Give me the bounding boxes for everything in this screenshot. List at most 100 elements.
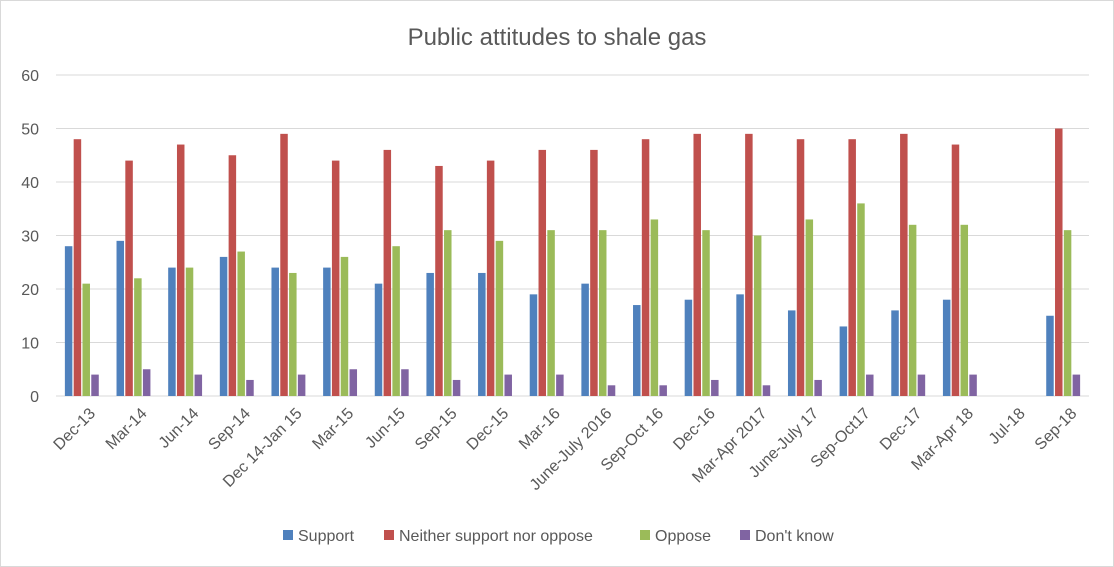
bar-support <box>891 310 899 396</box>
bar-neither-support-nor-oppose <box>280 133 288 396</box>
bar-neither-support-nor-oppose <box>176 144 185 396</box>
y-tick-label: 10 <box>21 336 39 353</box>
x-tick-label: Sep-14 <box>205 405 254 454</box>
bar-neither-support-nor-oppose <box>951 144 960 396</box>
bar-neither-support-nor-oppose <box>228 155 237 396</box>
bar-don-t-know <box>866 374 874 396</box>
bar-don-t-know <box>556 374 564 396</box>
legend-swatch <box>384 530 394 540</box>
x-tick-label: Dec-17 <box>877 405 926 454</box>
bar-neither-support-nor-oppose <box>331 160 340 396</box>
bar-support <box>581 283 589 396</box>
bar-oppose <box>598 230 607 396</box>
bar-don-t-know <box>401 369 409 396</box>
bar-support <box>736 294 744 396</box>
legend-swatch <box>740 530 750 540</box>
bar-don-t-know <box>349 369 358 396</box>
bar-don-t-know <box>246 379 254 396</box>
bar-don-t-know <box>297 374 306 396</box>
y-tick-label: 50 <box>21 122 39 139</box>
legend: Support Neither support nor oppose Oppose D… <box>283 528 834 545</box>
bar-oppose <box>753 235 762 396</box>
bar-support <box>478 272 486 396</box>
bar-support <box>529 294 538 396</box>
bar-oppose <box>185 267 194 396</box>
y-tick-label: 60 <box>21 68 39 85</box>
x-tick-label: Jun-15 <box>362 405 409 452</box>
legend-swatch <box>640 530 650 540</box>
legend-label: Don't know <box>755 528 834 545</box>
bar-oppose <box>444 230 452 396</box>
bar-oppose <box>392 246 400 396</box>
bar-oppose <box>340 256 349 396</box>
bar-neither-support-nor-oppose <box>900 133 908 396</box>
x-tick-label: Dec-15 <box>464 405 513 454</box>
bar-don-t-know <box>814 379 822 396</box>
x-tick-label: Dec-13 <box>51 405 100 454</box>
bar-neither-support-nor-oppose <box>538 149 547 396</box>
bar-support <box>839 326 848 396</box>
bar-neither-support-nor-oppose <box>383 149 392 396</box>
bar-support <box>219 256 228 396</box>
bar-neither-support-nor-oppose <box>435 165 443 396</box>
bar-oppose <box>805 219 814 396</box>
legend-label: Neither support nor oppose <box>399 528 593 545</box>
bar-support <box>271 267 279 396</box>
bar-oppose <box>1063 230 1072 396</box>
bar-support <box>116 240 125 396</box>
bar-don-t-know <box>969 374 977 396</box>
x-tick-label: Sep-18 <box>1032 405 1081 454</box>
bar-don-t-know <box>917 374 926 396</box>
x-tick-label: Mar-16 <box>516 405 564 453</box>
y-tick-label: 0 <box>30 389 39 406</box>
bar-support <box>168 267 176 396</box>
bar-support <box>633 305 641 396</box>
y-tick-label: 30 <box>21 229 39 246</box>
gridlines <box>56 74 1089 397</box>
bar-neither-support-nor-oppose <box>848 139 856 396</box>
bar-oppose <box>960 224 969 396</box>
bar-don-t-know <box>91 374 99 396</box>
bar-neither-support-nor-oppose <box>745 133 753 396</box>
legend-swatch <box>283 530 293 540</box>
bar-oppose <box>237 251 245 396</box>
bar-don-t-know <box>1072 374 1081 396</box>
bar-support <box>323 267 331 396</box>
bar-neither-support-nor-oppose <box>1055 128 1063 396</box>
bar-oppose <box>702 230 710 396</box>
bar-neither-support-nor-oppose <box>693 133 701 396</box>
bar-support <box>787 310 796 396</box>
x-tick-label: Mar-15 <box>309 405 357 453</box>
bar-oppose <box>289 272 297 396</box>
bar-oppose <box>82 283 90 396</box>
bar-oppose <box>650 219 659 396</box>
bar-oppose <box>134 278 142 396</box>
bar-neither-support-nor-oppose <box>796 139 805 396</box>
bar-oppose <box>547 230 555 396</box>
x-tick-label: Sep-15 <box>412 405 461 454</box>
x-tick-label: Dec-16 <box>670 405 719 454</box>
legend-label: Support <box>298 528 355 545</box>
bar-don-t-know <box>762 385 771 396</box>
bar-oppose <box>857 203 865 396</box>
bar-neither-support-nor-oppose <box>73 139 82 396</box>
bar-support <box>64 246 73 396</box>
bar-support <box>684 299 693 396</box>
bar-neither-support-nor-oppose <box>486 160 495 396</box>
bar-neither-support-nor-oppose <box>125 160 133 396</box>
y-tick-label: 20 <box>21 282 39 299</box>
bar-don-t-know <box>142 369 151 396</box>
bar-support <box>1046 315 1054 396</box>
bar-don-t-know <box>711 379 719 396</box>
bar-don-t-know <box>452 379 461 396</box>
bars <box>64 128 1081 396</box>
bar-oppose <box>495 240 504 396</box>
bar-don-t-know <box>504 374 512 396</box>
x-tick-label: Jun-14 <box>156 405 203 452</box>
bar-neither-support-nor-oppose <box>641 139 650 396</box>
bar-oppose <box>908 224 917 396</box>
chart-title: Public attitudes to shale gas <box>408 24 707 51</box>
